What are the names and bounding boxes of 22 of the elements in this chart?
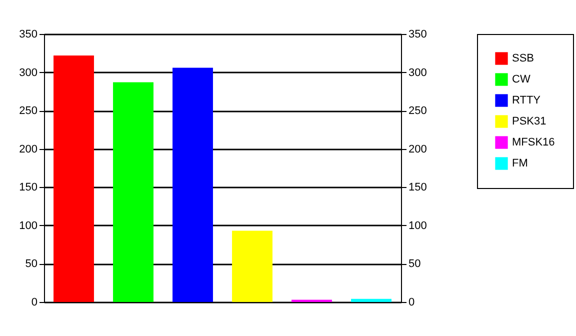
y2-tick-label: 300 xyxy=(408,66,427,79)
legend-label: SSB xyxy=(512,52,534,64)
y-tick-label: 250 xyxy=(19,105,38,118)
y-tick-label: 0 xyxy=(31,296,38,308)
y2-tick-label: 50 xyxy=(408,258,421,270)
legend-label: MFSK16 xyxy=(512,136,555,148)
legend-label: RTTY xyxy=(512,94,542,106)
legend-label: CW xyxy=(512,74,531,86)
y-tick-label: 300 xyxy=(19,66,38,79)
y2-tick-label: 350 xyxy=(408,28,427,40)
y-tick-label: 350 xyxy=(19,28,38,40)
y-tick-label: 100 xyxy=(19,220,38,232)
legend-label: FM xyxy=(512,158,528,170)
y2-tick-label: 150 xyxy=(408,182,427,194)
y2-tick-label: 0 xyxy=(408,296,415,308)
y-tick-label: 50 xyxy=(25,258,38,270)
y2-tick-label: 200 xyxy=(408,143,427,156)
y2-tick-label: 100 xyxy=(408,220,427,232)
y2-tick-label: 250 xyxy=(408,105,427,118)
legend-label: PSK31 xyxy=(512,116,546,128)
y-tick-label: 150 xyxy=(19,182,38,194)
y-tick-label: 200 xyxy=(19,143,38,156)
